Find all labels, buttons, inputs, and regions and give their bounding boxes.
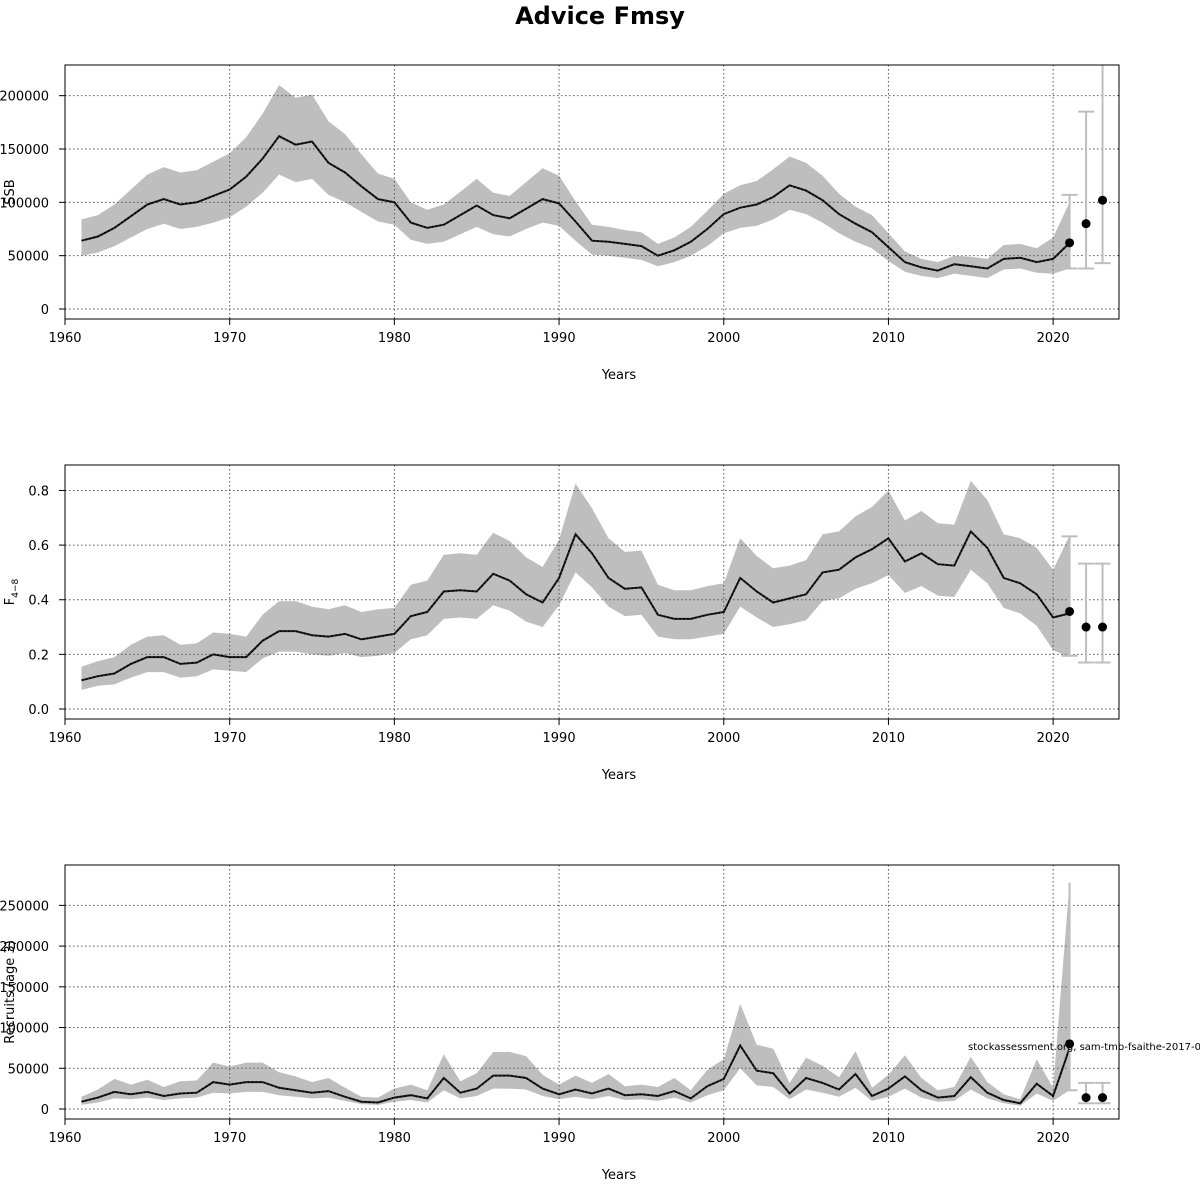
ssb-x-tick-label-1970: 1970 bbox=[213, 331, 246, 346]
fbar-y-tick-label-2: 0.4 bbox=[28, 594, 49, 609]
ssb-forecast-point-2023 bbox=[1098, 195, 1108, 205]
ssb-x-tick-label-1990: 1990 bbox=[543, 331, 576, 346]
recruits-forecast-point-2022 bbox=[1081, 1093, 1091, 1103]
figure-title: Advice Fmsy bbox=[515, 2, 685, 30]
fbar-x-tick-label-2020: 2020 bbox=[1037, 731, 1070, 746]
recruits-x-tick-label-1980: 1980 bbox=[378, 1131, 411, 1146]
ssb-x-tick-label-1980: 1980 bbox=[378, 331, 411, 346]
ssb-forecast-point-2021 bbox=[1065, 238, 1075, 248]
fbar-plot-frame bbox=[64, 464, 1120, 720]
fbar-y-axis-title-subscript: 4−8 bbox=[11, 578, 21, 597]
ssb-y-tick-label-4: 200000 bbox=[0, 90, 49, 105]
fbar-confidence-band bbox=[81, 480, 1070, 690]
ssb-panel: 1960 1970 1980 1990 2000 2010 2020 Years 0 50000 1… bbox=[0, 64, 1120, 383]
ssb-x-tick-label-2000: 2000 bbox=[707, 331, 740, 346]
recruits-y-tick-label-2: 100000 bbox=[0, 1022, 49, 1037]
recruits-x-tick-label-1960: 1960 bbox=[48, 1131, 81, 1146]
recruits-forecast-point-2023 bbox=[1098, 1093, 1108, 1103]
ssb-y-tick-label-3: 150000 bbox=[0, 143, 49, 158]
recruits-confidence-band bbox=[81, 882, 1070, 1106]
recruits-x-tick-label-2020: 2020 bbox=[1037, 1131, 1070, 1146]
recruits-forecast-point-2021 bbox=[1065, 1039, 1075, 1049]
fbar-x-tick-label-1970: 1970 bbox=[213, 731, 246, 746]
fbar-y-axis-title: F4−8 bbox=[3, 578, 21, 605]
ssb-y-tick-label-2: 100000 bbox=[0, 196, 49, 211]
recruits-x-tick-label-2010: 2010 bbox=[872, 1131, 905, 1146]
fbar-panel: 1960 1970 1980 1990 2000 2010 2020 Years 0.0 0.2 0… bbox=[3, 464, 1120, 783]
ssb-x-tick-label-2010: 2010 bbox=[872, 331, 905, 346]
recruits-y-tick-label-3: 150000 bbox=[0, 981, 49, 996]
fbar-x-tick-label-1990: 1990 bbox=[543, 731, 576, 746]
fbar-x-axis-title: Years bbox=[601, 768, 637, 783]
footnote-credit: stockassessment.org, sam-tmb-fsaithe-201… bbox=[968, 1042, 1200, 1053]
fbar-x-tick-label-2000: 2000 bbox=[707, 731, 740, 746]
recruits-y-tick-label-5: 250000 bbox=[0, 899, 49, 914]
fbar-forecast-point-2021 bbox=[1065, 606, 1075, 616]
ssb-y-tick-label-1: 50000 bbox=[8, 250, 49, 265]
fbar-y-tick-label-4: 0.8 bbox=[28, 484, 49, 499]
ssb-y-tick-label-0: 0 bbox=[41, 303, 49, 318]
ssb-forecast-point-2022 bbox=[1081, 219, 1091, 229]
recruits-x-tick-label-1990: 1990 bbox=[543, 1131, 576, 1146]
fbar-y-tick-label-1: 0.2 bbox=[28, 648, 49, 663]
recruits-panel: 1960 1970 1980 1990 2000 2010 2020 Years 0 50000 1… bbox=[0, 864, 1120, 1183]
ssb-estimate-line bbox=[81, 134, 1071, 272]
recruits-x-tick-label-1970: 1970 bbox=[213, 1131, 246, 1146]
fbar-y-tick-label-3: 0.6 bbox=[28, 539, 49, 554]
fbar-x-tick-label-1980: 1980 bbox=[378, 731, 411, 746]
ssb-y-axis-title: SSB bbox=[3, 179, 18, 204]
ssb-x-axis-title: Years bbox=[601, 368, 637, 383]
fbar-estimate-line-dotted bbox=[81, 530, 1070, 682]
fbar-forecast-point-2023 bbox=[1098, 622, 1108, 632]
recruits-x-tick-label-2000: 2000 bbox=[707, 1131, 740, 1146]
recruits-x-axis-title: Years bbox=[601, 1168, 637, 1183]
fbar-forecast-point-2022 bbox=[1081, 622, 1091, 632]
fbar-x-tick-label-1960: 1960 bbox=[48, 731, 81, 746]
recruits-y-axis-title: Recruits (age 3) bbox=[3, 940, 18, 1044]
fbar-x-tick-label-2010: 2010 bbox=[872, 731, 905, 746]
ssb-confidence-band bbox=[81, 85, 1070, 279]
ssb-x-tick-label-1960: 1960 bbox=[48, 331, 81, 346]
ssb-x-tick-label-2020: 2020 bbox=[1037, 331, 1070, 346]
recruits-y-tick-label-4: 200000 bbox=[0, 940, 49, 955]
recruits-y-tick-label-1: 50000 bbox=[8, 1062, 49, 1077]
recruits-y-tick-label-0: 0 bbox=[41, 1103, 49, 1118]
recruits-estimate-line-dotted bbox=[81, 1043, 1071, 1105]
fbar-y-tick-label-0: 0.0 bbox=[28, 703, 49, 718]
